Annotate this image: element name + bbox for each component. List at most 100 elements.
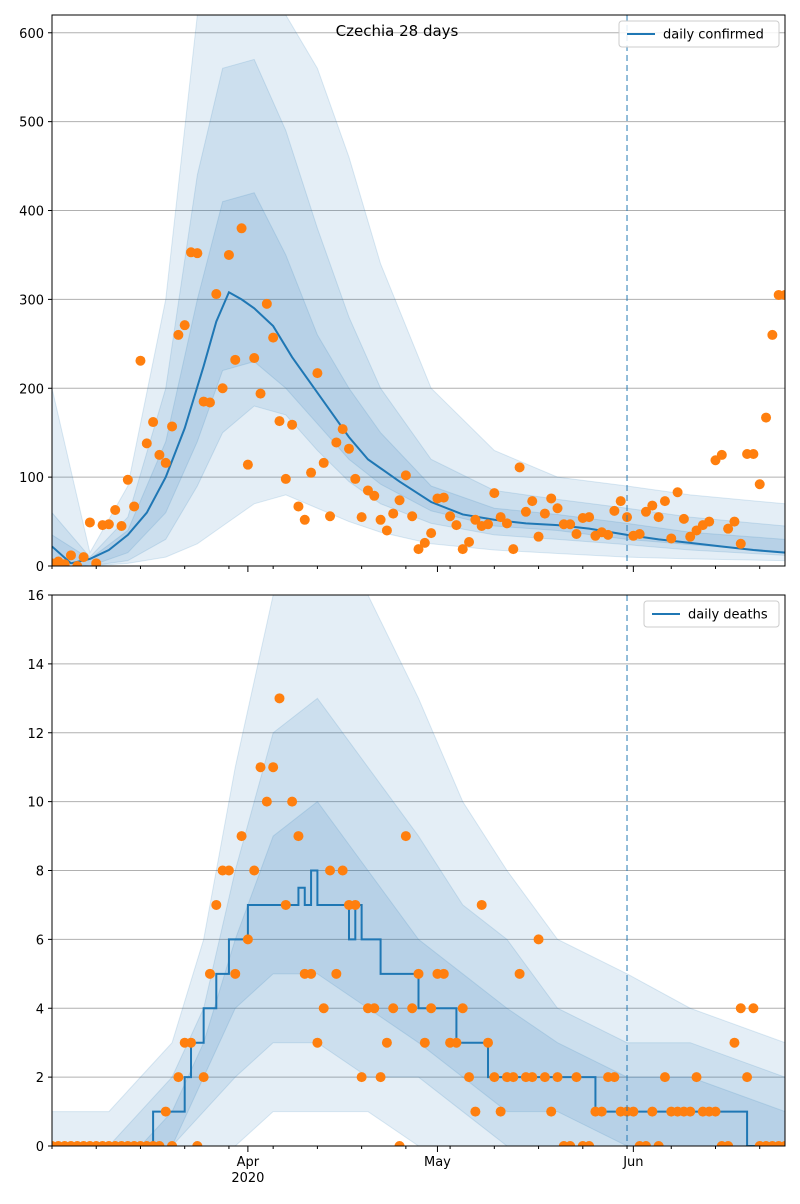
deaths-data-point [306,968,317,979]
deaths-data-point [369,1003,380,1014]
deaths-data-point [710,1106,721,1117]
legend: daily confirmed [618,20,780,48]
confirmed-data-point [249,353,260,364]
confirmed-data-point [464,537,475,548]
legend-label: daily deaths [688,608,768,623]
deaths-data-point [293,831,304,842]
uncertainty-band [52,58,785,566]
deaths-data-point [236,831,247,842]
y-tick-label: 6 [36,933,44,948]
deaths-data-point [400,831,411,842]
confirmed-data-point [299,514,310,525]
x-tick-label: Apr [237,1155,260,1170]
confirmed-data-point [729,516,740,527]
confirmed-data-point [331,437,342,448]
deaths-data-point [331,968,342,979]
confirmed-data-point [735,538,746,549]
confirmed-data-point [179,320,190,331]
confirmed-data-point [343,443,354,454]
confirmed-data-point [438,492,449,503]
deaths-data-point [223,865,234,876]
deaths-data-point [464,1072,475,1083]
deaths-data-point [413,968,424,979]
y-tick-label: 200 [19,382,44,397]
confirmed-data-point [546,493,557,504]
confirmed-data-point [419,537,430,548]
deaths-data-point [470,1106,481,1117]
deaths-data-point [495,1106,506,1117]
confirmed-data-point [514,462,525,473]
confirmed-data-point [672,487,683,498]
confirmed-data-point [552,503,563,514]
confirmed-data-point [495,512,506,523]
deaths-data-point [546,1106,557,1117]
confirmed-data-point [647,500,658,511]
uncertainty-band [52,595,785,1146]
confirmed-data-point [659,496,670,507]
deaths-data-point [242,934,253,945]
confirmed-data-point [445,511,456,522]
legend-box [618,20,780,48]
confirmed-data-point [539,508,550,519]
y-tick-label: 100 [19,471,44,486]
confirmed-data-point [173,329,184,340]
confirmed-data-point [609,505,620,516]
deaths-data-point [325,865,336,876]
deaths-data-point [318,1003,329,1014]
confirmed-data-point [483,519,494,530]
confirmed-data-point [748,449,759,460]
deaths-data-point [476,899,487,910]
deaths-data-point [508,1072,519,1083]
confirmed-data-point [603,529,614,540]
deaths-data-point [419,1037,430,1048]
deaths-data-point [780,1141,785,1146]
confirmed-data-point [148,417,159,428]
deaths-data-point [192,1141,203,1146]
confirmed-data-point [754,479,765,490]
confirmed-data-point [325,511,336,522]
confirmed-data-point [640,506,651,517]
confirmed-data-point [223,249,234,260]
y-tick-label: 2 [36,1071,44,1086]
uncertainty-band [52,697,785,1146]
confirmed-data-point [704,516,715,527]
confirmed-data-point [426,528,437,539]
confirmed-data-point [413,544,424,555]
deaths-data-point [527,1072,538,1083]
confirmed-data-point [211,289,222,300]
deaths-data-point [723,1141,734,1146]
confirmed-data-point [236,223,247,234]
deaths-data-point [173,1072,184,1083]
confirmed-data-point [141,438,152,449]
confirmed-data-point [356,512,367,523]
deaths-data-point [659,1072,670,1083]
confirmed-data-point [350,473,361,484]
confirmed-data-point [293,501,304,512]
y-tick-label: 0 [36,560,44,575]
deaths-data-point [514,968,525,979]
confirmed-data-point [116,521,127,532]
deaths-data-point [426,1003,437,1014]
confirmed-data-point [110,505,121,516]
confirmed-data-point [451,520,462,531]
deaths-data-point [735,1003,746,1014]
deaths-data-point [249,865,260,876]
deaths-data-point [742,1072,753,1083]
deaths-data-point [552,1072,563,1083]
deaths-data-point [628,1106,639,1117]
deaths-data-point [584,1141,595,1146]
deaths-data-point [748,1003,759,1014]
y-tick-label: 0 [36,1140,44,1155]
deaths-data-point [533,934,544,945]
confirmed-data-point [217,383,228,394]
deaths-data-point [457,1003,468,1014]
deaths-data-point [489,1072,500,1083]
confirmed-data-point [634,529,645,540]
uncertainty-band [52,15,785,566]
y-tick-label: 4 [36,1002,44,1017]
deaths-data-point [198,1072,209,1083]
deaths-data-point [204,968,215,979]
confirmed-data-point [160,457,171,468]
confirmed-data-point [318,457,329,468]
